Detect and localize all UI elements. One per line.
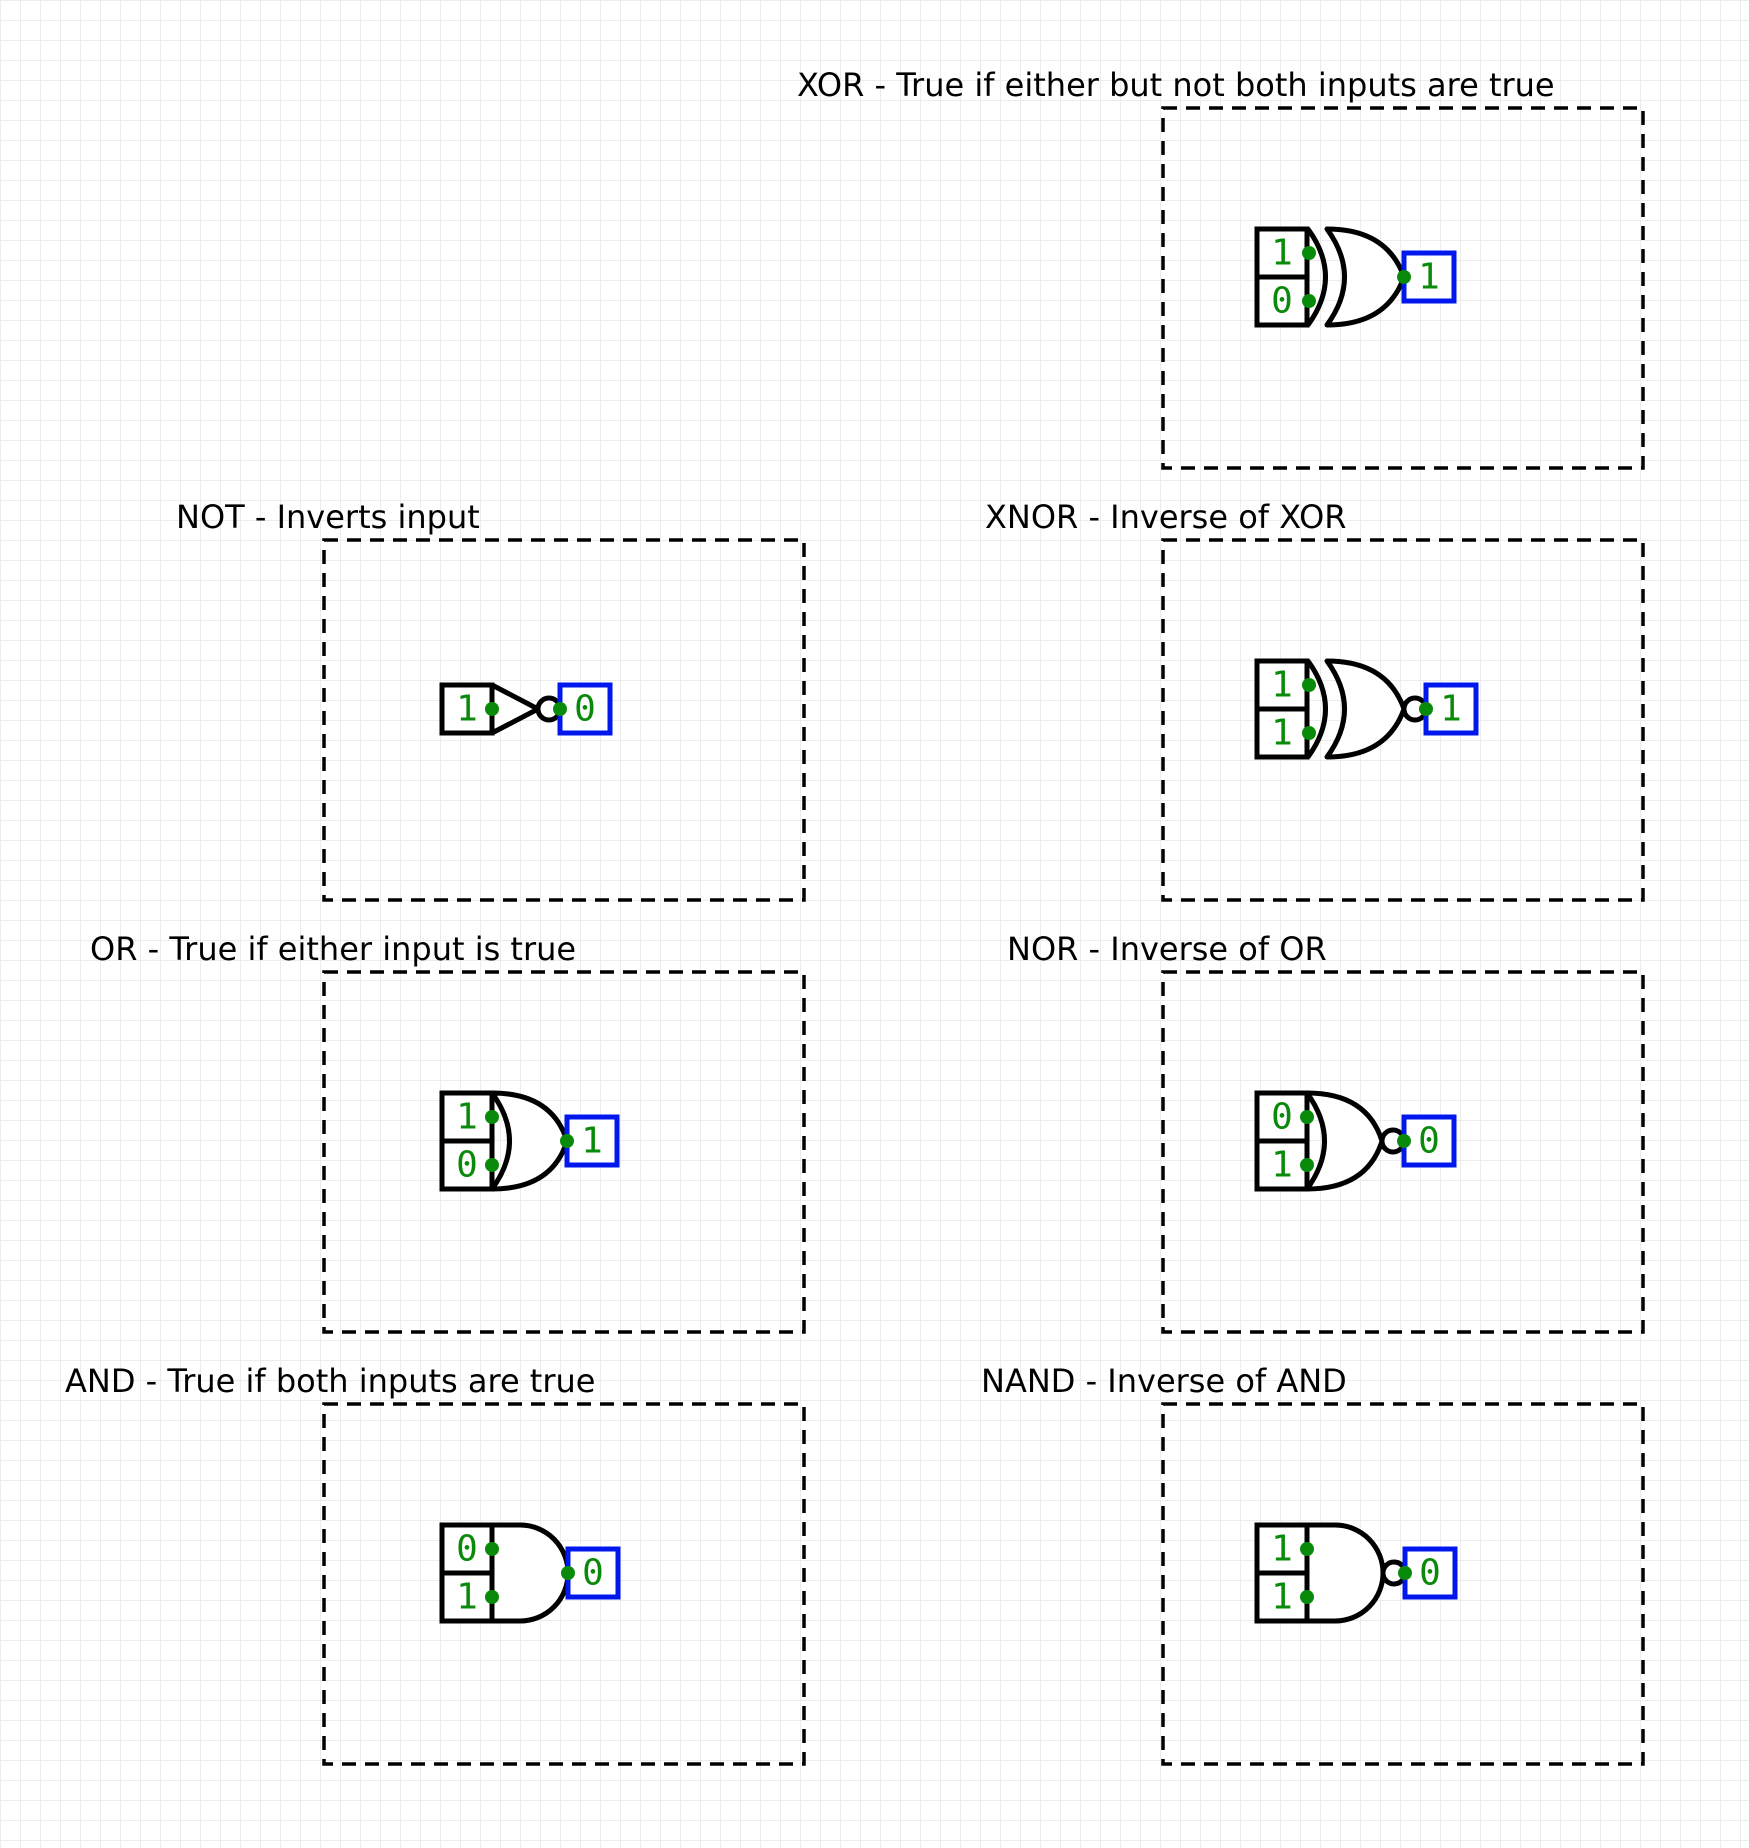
output-pin [1398, 1566, 1412, 1580]
and-gate-icon [489, 1522, 571, 1624]
input-pin-2 [1300, 1590, 1314, 1604]
input-switch-group: 01 [1254, 1090, 1310, 1192]
gate-panel-not: NOT - Inverts input 1 0 [176, 498, 806, 902]
output-light: 0 [1397, 1114, 1457, 1168]
input-pin-1 [1302, 246, 1316, 260]
input-pin-1 [485, 1110, 499, 1124]
xnor-gate-icon [1305, 658, 1429, 760]
output-value: 0 [1419, 1553, 1441, 1594]
input-value-2: 1 [1271, 1145, 1293, 1186]
not-gate-icon [489, 682, 563, 736]
input-value-2: 1 [1271, 1577, 1293, 1618]
input-pin-2 [485, 1158, 499, 1172]
panel-frame [322, 1402, 806, 1766]
input-switch-group: 1 [439, 682, 495, 736]
input-switch[interactable] [439, 682, 495, 736]
input-value-1: 1 [1271, 665, 1293, 706]
input-value-2: 1 [1271, 713, 1293, 754]
input-pin-2 [485, 1590, 499, 1604]
output-pin [560, 1134, 574, 1148]
or-gate-icon [489, 1090, 570, 1192]
panel-frame [322, 538, 806, 902]
input-pin-1 [1300, 1110, 1314, 1124]
output-value: 1 [1418, 257, 1440, 298]
input-value-2: 1 [456, 1577, 478, 1618]
output-light: 1 [1419, 682, 1479, 736]
output-light: 0 [561, 1546, 621, 1600]
panel-label-and: AND - True if both inputs are true [65, 1362, 595, 1400]
input-pin-2 [1302, 726, 1316, 740]
output-light: 1 [560, 1114, 620, 1168]
output-box [1423, 682, 1479, 736]
output-pin [561, 1566, 575, 1580]
panel-label-nand: NAND - Inverse of AND [981, 1362, 1347, 1400]
input-switch-group: 10 [439, 1090, 495, 1192]
input-switch-group: 11 [1254, 658, 1310, 760]
output-pin [1419, 702, 1433, 716]
input-value-1: 1 [1271, 1529, 1293, 1570]
output-value: 0 [574, 689, 596, 730]
panel-label-xnor: XNOR - Inverse of XOR [985, 498, 1347, 536]
output-light: 0 [553, 682, 613, 736]
input-pin-1 [1302, 678, 1316, 692]
panel-frame [1161, 538, 1645, 902]
xor-gate-icon [1305, 226, 1407, 328]
output-pin [1397, 1134, 1411, 1148]
input-switch-group: 01 [439, 1522, 495, 1624]
input-pin-2 [1300, 1158, 1314, 1172]
output-value: 0 [582, 1553, 604, 1594]
input-switch-group: 10 [1254, 226, 1310, 328]
input-value-1: 0 [1271, 1097, 1293, 1138]
input-value-2: 0 [1271, 281, 1293, 322]
gate-panel-xor: XOR - True if either but not both inputs… [797, 66, 1645, 470]
panel-frame [1161, 106, 1645, 470]
panel-label-nor: NOR - Inverse of OR [1007, 930, 1327, 968]
output-pin [1397, 270, 1411, 284]
panel-label-not: NOT - Inverts input [176, 498, 480, 536]
output-pin [553, 702, 567, 716]
input-switch-group: 11 [1254, 1522, 1310, 1624]
panel-frame [322, 970, 806, 1334]
input-value-1: 1 [456, 689, 478, 730]
output-light: 0 [1398, 1546, 1458, 1600]
panel-frame [1161, 1402, 1645, 1766]
input-value-1: 0 [456, 1529, 478, 1570]
nor-gate-icon [1304, 1090, 1407, 1192]
nand-gate-icon [1304, 1522, 1408, 1624]
input-pin-1 [1300, 1542, 1314, 1556]
output-value: 1 [581, 1121, 603, 1162]
output-value: 1 [1440, 689, 1462, 730]
output-value: 0 [1418, 1121, 1440, 1162]
input-pin-1 [485, 1542, 499, 1556]
panel-frame [1161, 970, 1645, 1334]
input-value-1: 1 [456, 1097, 478, 1138]
input-value-2: 0 [456, 1145, 478, 1186]
input-pin-2 [1302, 294, 1316, 308]
output-box [1402, 1546, 1458, 1600]
panel-label-xor: XOR - True if either but not both inputs… [797, 66, 1555, 104]
input-value-1: 1 [1271, 233, 1293, 274]
input-pin-1 [485, 702, 499, 716]
panel-label-or: OR - True if either input is true [90, 930, 576, 968]
output-box [1401, 1114, 1457, 1168]
output-light: 1 [1397, 250, 1457, 304]
